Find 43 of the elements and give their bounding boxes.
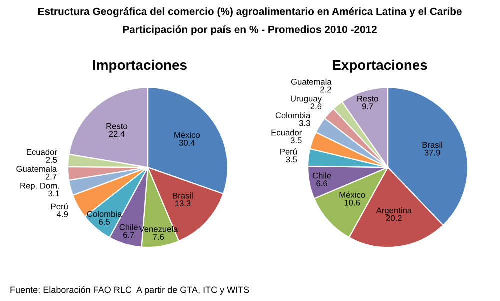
- slice-label: Guatemala: [291, 78, 332, 85]
- slice-label: Brasil: [422, 142, 442, 148]
- slice-label: Perú: [52, 203, 68, 210]
- source-note: Fuente: Elaboración FAO RLC A partir de GTA, ITC y WITS: [10, 286, 250, 295]
- slice-label: Colombia: [276, 112, 311, 119]
- slice-label: Uruguay: [291, 96, 322, 104]
- data-label: 7.6: [153, 234, 164, 240]
- chart-title: Importaciones: [93, 60, 187, 73]
- data-label: 3.3: [299, 120, 310, 126]
- slice-label: Ecuador: [27, 149, 58, 156]
- data-label: 3.1: [48, 190, 60, 197]
- text: Participación por país en % - Promedios 2010 -2012: [123, 26, 377, 36]
- data-label: 6.5: [99, 219, 110, 225]
- data-label: 22.4: [109, 131, 125, 137]
- slice-label: Chile: [120, 224, 138, 230]
- data-label: 6.6: [316, 180, 328, 187]
- data-label: 3.5: [286, 156, 298, 163]
- slice-label: Perú: [280, 148, 297, 155]
- data-label: 2.6: [310, 104, 322, 110]
- data-label: 3.5: [290, 138, 302, 144]
- data-label: 30.4: [179, 140, 196, 146]
- slice-label: Resto: [106, 123, 128, 130]
- slice-label: Ecuador: [272, 130, 302, 136]
- data-label: 20.2: [386, 215, 402, 222]
- data-label: 6.7: [123, 232, 134, 238]
- slice-label: México: [174, 132, 200, 138]
- slice-label: Guatemala: [16, 166, 58, 172]
- chart-title: Exportaciones: [333, 60, 428, 73]
- data-label: 9.7: [362, 104, 374, 110]
- data-label: 2.2: [320, 86, 332, 93]
- data-label: 2.5: [46, 157, 58, 164]
- slice-label: Brasil: [173, 192, 193, 199]
- slice-label: Resto: [358, 96, 378, 102]
- data-label: 13.3: [175, 200, 191, 207]
- text: Estructura Geográfica del comercio (%) agroalimentario en América Latina y el Caribe: [38, 8, 462, 18]
- data-label: 10.6: [344, 200, 360, 206]
- slice-label: Chile: [312, 172, 332, 179]
- data-label: 2.7: [46, 174, 57, 180]
- data-label: 4.9: [57, 212, 68, 218]
- slice-label: Rep. Dom.: [20, 183, 60, 190]
- data-label: 37.9: [424, 150, 440, 156]
- slice-label: Argentina: [376, 207, 412, 216]
- slice-label: México: [340, 192, 366, 198]
